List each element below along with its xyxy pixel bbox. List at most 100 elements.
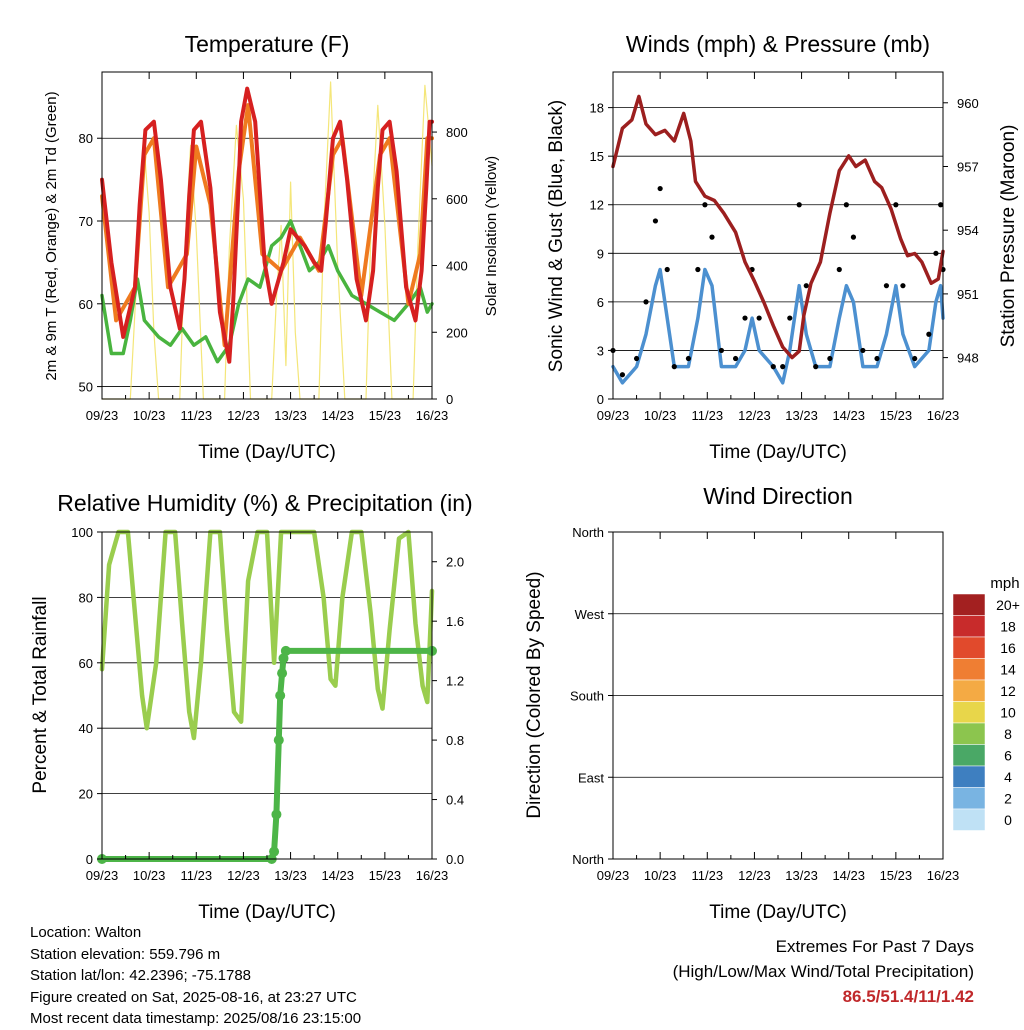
y2-tick-label: 1.6 bbox=[446, 614, 464, 629]
legend-label: 10 bbox=[1000, 705, 1016, 721]
y-tick-label: 60 bbox=[79, 297, 93, 312]
gust-point bbox=[883, 283, 890, 289]
gust-point bbox=[664, 266, 670, 273]
gust-point bbox=[803, 283, 809, 289]
station-info: Location: Walton Station elevation: 559.… bbox=[30, 922, 361, 1030]
y2-tick-label: 2.0 bbox=[446, 555, 464, 570]
y2-tick-label: 954 bbox=[957, 223, 979, 238]
winds-y2label: Station Pressure (Maroon) bbox=[998, 125, 1019, 348]
legend-label: 8 bbox=[1004, 726, 1012, 742]
x-tick-label: 10/23 bbox=[133, 408, 166, 423]
y2-tick-label: 400 bbox=[446, 259, 468, 274]
y-tick-label: South bbox=[570, 689, 604, 704]
gust-point bbox=[652, 218, 659, 224]
y-tick-label: 80 bbox=[79, 590, 93, 605]
direction-panel: Wind Direction 09/23 10/23 11/23 12/23 13/23… bbox=[524, 483, 1020, 923]
legend-swatch bbox=[952, 636, 986, 659]
y-tick-label: 100 bbox=[71, 525, 93, 540]
rain-point bbox=[273, 735, 284, 746]
x-tick-label: 16/23 bbox=[416, 868, 449, 883]
gust-point bbox=[709, 234, 715, 240]
y2-tick-label: 957 bbox=[957, 159, 979, 174]
gust-point bbox=[702, 202, 708, 208]
series-line bbox=[611, 267, 945, 385]
x-tick-label: 14/23 bbox=[321, 408, 354, 423]
gust-point bbox=[938, 202, 944, 208]
y2-tick-label: 960 bbox=[957, 96, 979, 111]
legend-label: 12 bbox=[1000, 683, 1016, 699]
humidity-title: Relative Humidity (%) & Precipitation (i… bbox=[57, 490, 472, 516]
extremes-title: Extremes For Past 7 Days bbox=[775, 937, 974, 956]
x-tick-label: 11/23 bbox=[691, 868, 723, 883]
temperature-frame bbox=[101, 71, 433, 400]
y-tick-label: 70 bbox=[79, 214, 93, 229]
y-tick-label: 0 bbox=[597, 392, 604, 407]
x-tick-label: 15/23 bbox=[369, 868, 402, 883]
gust-point bbox=[912, 355, 918, 362]
gust-point bbox=[893, 202, 899, 208]
x-tick-label: 09/23 bbox=[86, 868, 119, 883]
gust-point bbox=[900, 283, 906, 289]
legend-swatch bbox=[952, 701, 986, 724]
x-tick-label: 13/23 bbox=[785, 408, 818, 423]
station-latlon: Station lat/lon: 42.2396; -75.1788 bbox=[30, 967, 252, 984]
x-tick-label: 09/23 bbox=[86, 408, 119, 423]
y-tick-label: 15 bbox=[590, 149, 604, 164]
y-tick-label: East bbox=[578, 770, 604, 785]
legend-swatch bbox=[952, 744, 986, 767]
humidity-ylabel: Percent & Total Rainfall bbox=[30, 596, 51, 793]
legend-swatch bbox=[952, 722, 986, 745]
temperature-y2label: Solar Insolation (Yellow) bbox=[483, 156, 500, 316]
legend-label: 0 bbox=[1004, 812, 1012, 828]
rain-point bbox=[280, 645, 291, 656]
series-line bbox=[611, 94, 945, 360]
x-tick-label: 16/23 bbox=[927, 868, 960, 883]
y2-tick-label: 200 bbox=[446, 325, 468, 340]
direction-ylabel: Direction (Colored By Speed) bbox=[524, 571, 545, 818]
y2-tick-label: 0.0 bbox=[446, 852, 464, 867]
humidity-panel: Relative Humidity (%) & Precipitation (i… bbox=[30, 490, 473, 923]
x-tick-label: 11/23 bbox=[691, 408, 723, 423]
gust-point bbox=[926, 331, 932, 337]
gust-point bbox=[742, 315, 748, 321]
station-elevation: Station elevation: 559.796 m bbox=[30, 945, 221, 963]
gust-point bbox=[836, 266, 842, 273]
recent-timestamp: Most recent data timestamp: 2025/08/16 2… bbox=[30, 1010, 362, 1027]
gust-point bbox=[874, 355, 880, 362]
x-tick-label: 16/23 bbox=[927, 408, 960, 423]
winds-frame bbox=[612, 71, 944, 400]
gust-point bbox=[718, 347, 725, 354]
gust-point bbox=[633, 355, 640, 362]
x-tick-label: 13/23 bbox=[274, 868, 307, 883]
speed-legend-title: mph bbox=[990, 575, 1019, 592]
x-tick-label: 13/23 bbox=[785, 868, 818, 883]
legend-swatch bbox=[952, 658, 986, 681]
x-tick-label: 12/23 bbox=[738, 408, 771, 423]
legend-swatch bbox=[952, 593, 986, 616]
rain-point bbox=[275, 690, 286, 701]
winds-ylabel: Sonic Wind & Gust (Blue, Black) bbox=[546, 100, 567, 372]
gust-point bbox=[850, 234, 857, 240]
gust-point bbox=[671, 364, 677, 370]
extremes-box: Extremes For Past 7 Days (High/Low/Max W… bbox=[673, 934, 974, 1009]
legend-swatch bbox=[952, 787, 986, 810]
x-tick-label: 12/23 bbox=[227, 868, 260, 883]
x-tick-label: 15/23 bbox=[369, 408, 402, 423]
x-tick-label: 10/23 bbox=[644, 868, 677, 883]
speed-legend: mph 20+ 18 16 14 12 10 8 6 4 2 0 bbox=[952, 575, 1020, 831]
y-tick-label: 9 bbox=[597, 246, 604, 261]
rain-point bbox=[277, 668, 288, 679]
legend-swatch bbox=[952, 765, 986, 788]
rain-point bbox=[271, 809, 282, 820]
gust-point bbox=[787, 315, 793, 321]
gust-point bbox=[860, 347, 866, 354]
y2-tick-label: 0.4 bbox=[446, 793, 464, 808]
gust-point bbox=[619, 372, 626, 378]
rain-point bbox=[269, 846, 280, 857]
y-tick-label: 3 bbox=[597, 343, 604, 358]
gust-point bbox=[756, 315, 762, 321]
temperature-panel: Temperature (F) 09/23 10/23 11/23 12/23 13/2… bbox=[43, 31, 500, 463]
y-tick-label: 6 bbox=[597, 295, 604, 310]
series-line bbox=[100, 86, 434, 364]
